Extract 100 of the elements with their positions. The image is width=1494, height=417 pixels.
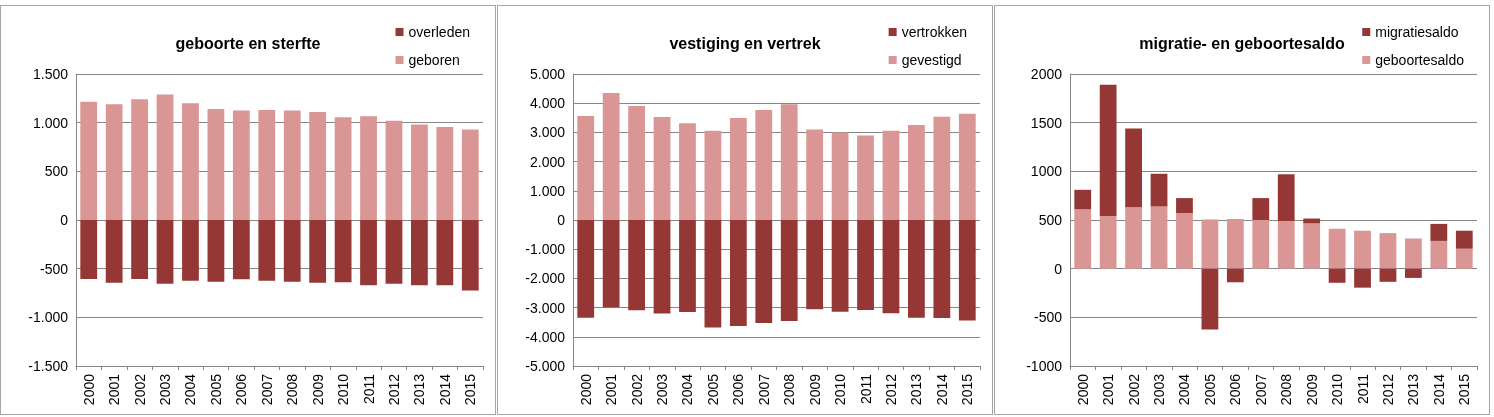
bar <box>933 116 951 220</box>
bar <box>755 220 773 324</box>
x-tick-label: 2012 <box>1379 373 1396 406</box>
bar <box>283 220 301 282</box>
x-tick-label: 2003 <box>157 373 174 406</box>
bar <box>729 220 747 326</box>
bar <box>156 220 174 284</box>
bar <box>258 110 276 220</box>
bar <box>653 220 671 314</box>
x-tick-label: 2013 <box>411 373 428 406</box>
y-tick-label: 0 <box>1054 260 1063 277</box>
y-tick-label: 500 <box>44 163 69 180</box>
bar <box>1226 268 1244 283</box>
bar <box>309 111 327 220</box>
y-tick-label: 4.000 <box>529 95 566 112</box>
bar <box>1405 268 1422 278</box>
x-tick-label: 2005 <box>1201 373 1218 406</box>
bar <box>360 116 377 220</box>
bar <box>105 220 123 283</box>
x-tick-label: 2012 <box>882 373 899 406</box>
chart-title: migratie- en geboortesaldo <box>1139 34 1345 52</box>
bar <box>1354 268 1371 288</box>
bar <box>577 116 595 220</box>
bar <box>857 220 874 310</box>
chart-title: geboorte en sterfte <box>175 34 321 52</box>
x-tick-label: 2001 <box>603 373 620 406</box>
bar <box>1303 223 1321 269</box>
bar <box>1277 174 1295 221</box>
bar <box>156 94 174 220</box>
y-tick-label: 0 <box>557 212 566 228</box>
x-tick-label: 2009 <box>806 373 823 406</box>
y-tick-label: 1500 <box>1030 114 1063 131</box>
bar <box>80 101 98 220</box>
y-tick-label: -1.000 <box>525 241 566 258</box>
x-tick-label: 2013 <box>908 373 925 406</box>
x-tick-label: 2010 <box>1329 373 1346 406</box>
bar <box>958 113 976 220</box>
x-tick-label: 2005 <box>704 373 721 406</box>
bar <box>1354 230 1371 269</box>
bar <box>1328 268 1346 283</box>
x-tick-label: 2015 <box>462 373 479 406</box>
bar <box>182 103 199 220</box>
bar <box>1099 84 1117 217</box>
y-tick-label: -500 <box>39 260 69 277</box>
bar <box>1277 220 1295 269</box>
legend-label: geboortesaldo <box>1375 52 1465 68</box>
bar <box>334 220 352 283</box>
bar <box>461 220 479 291</box>
x-tick-label: 2001 <box>1100 373 1117 406</box>
bar <box>385 120 403 220</box>
x-tick-label: 2007 <box>1252 373 1269 406</box>
bar <box>360 220 377 286</box>
y-tick-label: 1.500 <box>32 66 69 82</box>
x-tick-label: 2000 <box>1074 373 1091 406</box>
bar <box>207 220 225 282</box>
y-tick-label: -1.000 <box>28 309 69 326</box>
x-tick-label: 2008 <box>781 373 798 406</box>
bar <box>679 220 696 312</box>
x-tick-label: 2001 <box>106 373 123 406</box>
bar <box>882 130 900 220</box>
x-tick-label: 2005 <box>207 373 224 406</box>
y-tick-label: -3.000 <box>525 299 566 316</box>
y-tick-label: 2.000 <box>529 153 566 170</box>
bar <box>334 117 352 220</box>
x-tick-label: 2004 <box>679 373 696 406</box>
bar <box>1176 213 1193 269</box>
bar <box>1150 206 1168 269</box>
bar <box>1176 198 1193 214</box>
bar <box>1405 238 1422 269</box>
legend-label: overleden <box>408 24 471 40</box>
bar <box>628 220 645 311</box>
y-tick-label: 1.000 <box>529 182 566 199</box>
x-tick-label: 2010 <box>335 373 352 406</box>
y-tick-label: -1.500 <box>28 358 69 374</box>
bar <box>1379 233 1397 269</box>
y-tick-label: -5.000 <box>525 358 566 374</box>
x-tick-label: 2003 <box>654 373 671 406</box>
bar <box>882 220 900 314</box>
legend-label: vertrokken <box>901 24 967 40</box>
x-tick-label: 2015 <box>1456 373 1473 406</box>
bar <box>908 220 925 318</box>
bar <box>283 110 301 220</box>
bar <box>1455 230 1473 249</box>
bar <box>436 127 454 220</box>
bar <box>806 220 824 310</box>
bar <box>411 220 428 286</box>
x-tick-label: 2008 <box>1278 373 1295 406</box>
bar <box>385 220 403 284</box>
x-tick-label: 2014 <box>1430 373 1447 406</box>
bar <box>207 109 225 220</box>
legend-label: migratiesaldo <box>1375 24 1459 40</box>
bar <box>1455 248 1473 269</box>
x-tick-label: 2014 <box>436 373 453 406</box>
bar <box>1328 228 1346 269</box>
x-tick-label: 2007 <box>258 373 275 406</box>
bar <box>1252 220 1270 269</box>
x-tick-label: 2008 <box>284 373 301 406</box>
x-tick-label: 2015 <box>959 373 976 406</box>
x-tick-label: 2011 <box>360 373 377 405</box>
bar <box>602 220 620 308</box>
